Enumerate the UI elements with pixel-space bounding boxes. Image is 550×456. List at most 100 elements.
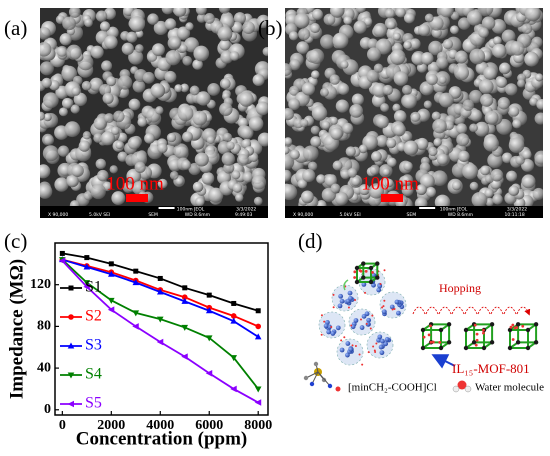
- marker: [83, 283, 90, 291]
- particle: [402, 93, 417, 109]
- particle: [66, 174, 79, 188]
- particle: [255, 101, 268, 116]
- cube-node: [361, 275, 366, 280]
- particle: [195, 196, 205, 206]
- particle: [97, 169, 109, 182]
- particle: [393, 71, 409, 86]
- particle: [521, 149, 532, 160]
- footer-text: 3/3/2022: [507, 207, 527, 213]
- particle: [42, 92, 59, 109]
- x-tick-label: 0: [59, 418, 66, 433]
- particle: [100, 131, 116, 146]
- cube-node: [489, 322, 495, 327]
- particle: [121, 42, 134, 55]
- particle: [524, 51, 539, 67]
- particle: [534, 150, 543, 165]
- particle: [351, 93, 364, 106]
- particle: [512, 119, 522, 129]
- particle: [330, 127, 343, 140]
- particle: [188, 162, 201, 176]
- particle: [84, 18, 93, 28]
- particle: [433, 138, 442, 147]
- cluster-dot: [320, 314, 323, 317]
- particle: [329, 74, 340, 85]
- legend-label: S4: [85, 366, 102, 383]
- hop-arc: [438, 306, 452, 315]
- particle: [90, 184, 106, 200]
- particle: [499, 62, 511, 75]
- h-atom: [353, 276, 357, 279]
- y-tick-label: 0: [44, 402, 51, 417]
- y-tick-label: 80: [37, 319, 51, 334]
- particle: [129, 16, 145, 32]
- cluster-node: [348, 295, 353, 301]
- cluster-dot: [343, 336, 346, 339]
- particle: [242, 21, 255, 34]
- marker: [254, 333, 262, 340]
- hop-arc: [477, 306, 491, 315]
- cluster-node: [376, 287, 382, 293]
- bond: [311, 371, 319, 385]
- particle: [469, 48, 486, 65]
- particle: [301, 82, 316, 96]
- particle: [342, 122, 354, 134]
- particle: [515, 155, 525, 165]
- marker: [108, 261, 114, 267]
- particle: [256, 14, 268, 29]
- particle: [468, 89, 483, 104]
- particle: [484, 188, 494, 198]
- particle: [335, 99, 349, 113]
- particle: [90, 45, 104, 59]
- particle: [231, 21, 243, 34]
- footer-text: X 90,000: [293, 212, 313, 218]
- cube-node: [489, 340, 495, 345]
- particle: [478, 27, 490, 38]
- particle: [179, 44, 188, 53]
- particle: [382, 84, 394, 96]
- cube-node: [420, 345, 426, 351]
- particle: [524, 8, 541, 22]
- atom: [303, 375, 309, 381]
- h-atom: [509, 325, 513, 329]
- cluster-dot: [383, 269, 386, 272]
- cube-node: [368, 265, 374, 271]
- particle: [56, 45, 68, 57]
- particle: [345, 146, 356, 157]
- cube-node: [438, 327, 444, 333]
- plot-frame: [54, 242, 269, 416]
- particle: [300, 190, 314, 204]
- particle: [358, 184, 370, 196]
- particle: [316, 174, 326, 184]
- particle: [431, 170, 448, 187]
- particle: [382, 167, 391, 176]
- marker: [83, 280, 91, 287]
- particle: [218, 8, 231, 14]
- scale-text: 100 nm: [361, 173, 419, 194]
- cluster-halo: [318, 311, 346, 339]
- marker: [255, 323, 262, 330]
- x-tick-label: 8000: [244, 418, 272, 433]
- cube-node: [471, 340, 477, 345]
- particle: [323, 13, 336, 26]
- particle: [462, 99, 475, 111]
- atom: [321, 377, 327, 383]
- cluster-node: [371, 272, 376, 278]
- marker: [181, 294, 188, 301]
- water-label: Water molecule: [475, 382, 544, 394]
- cluster-dot: [358, 353, 361, 356]
- particle: [117, 151, 128, 162]
- legend-label: S5: [85, 395, 102, 412]
- cube-node: [446, 322, 452, 327]
- marker: [255, 308, 261, 314]
- particle: [126, 31, 138, 43]
- particle: [456, 133, 470, 147]
- series-line: [62, 258, 259, 338]
- footer-text: 100nm JEOL: [440, 207, 468, 213]
- particle: [401, 174, 414, 187]
- particle: [296, 41, 310, 54]
- particle: [117, 75, 133, 90]
- particle: [403, 41, 412, 50]
- cluster-node: [381, 309, 387, 315]
- particle: [469, 181, 479, 191]
- particle: [393, 123, 406, 137]
